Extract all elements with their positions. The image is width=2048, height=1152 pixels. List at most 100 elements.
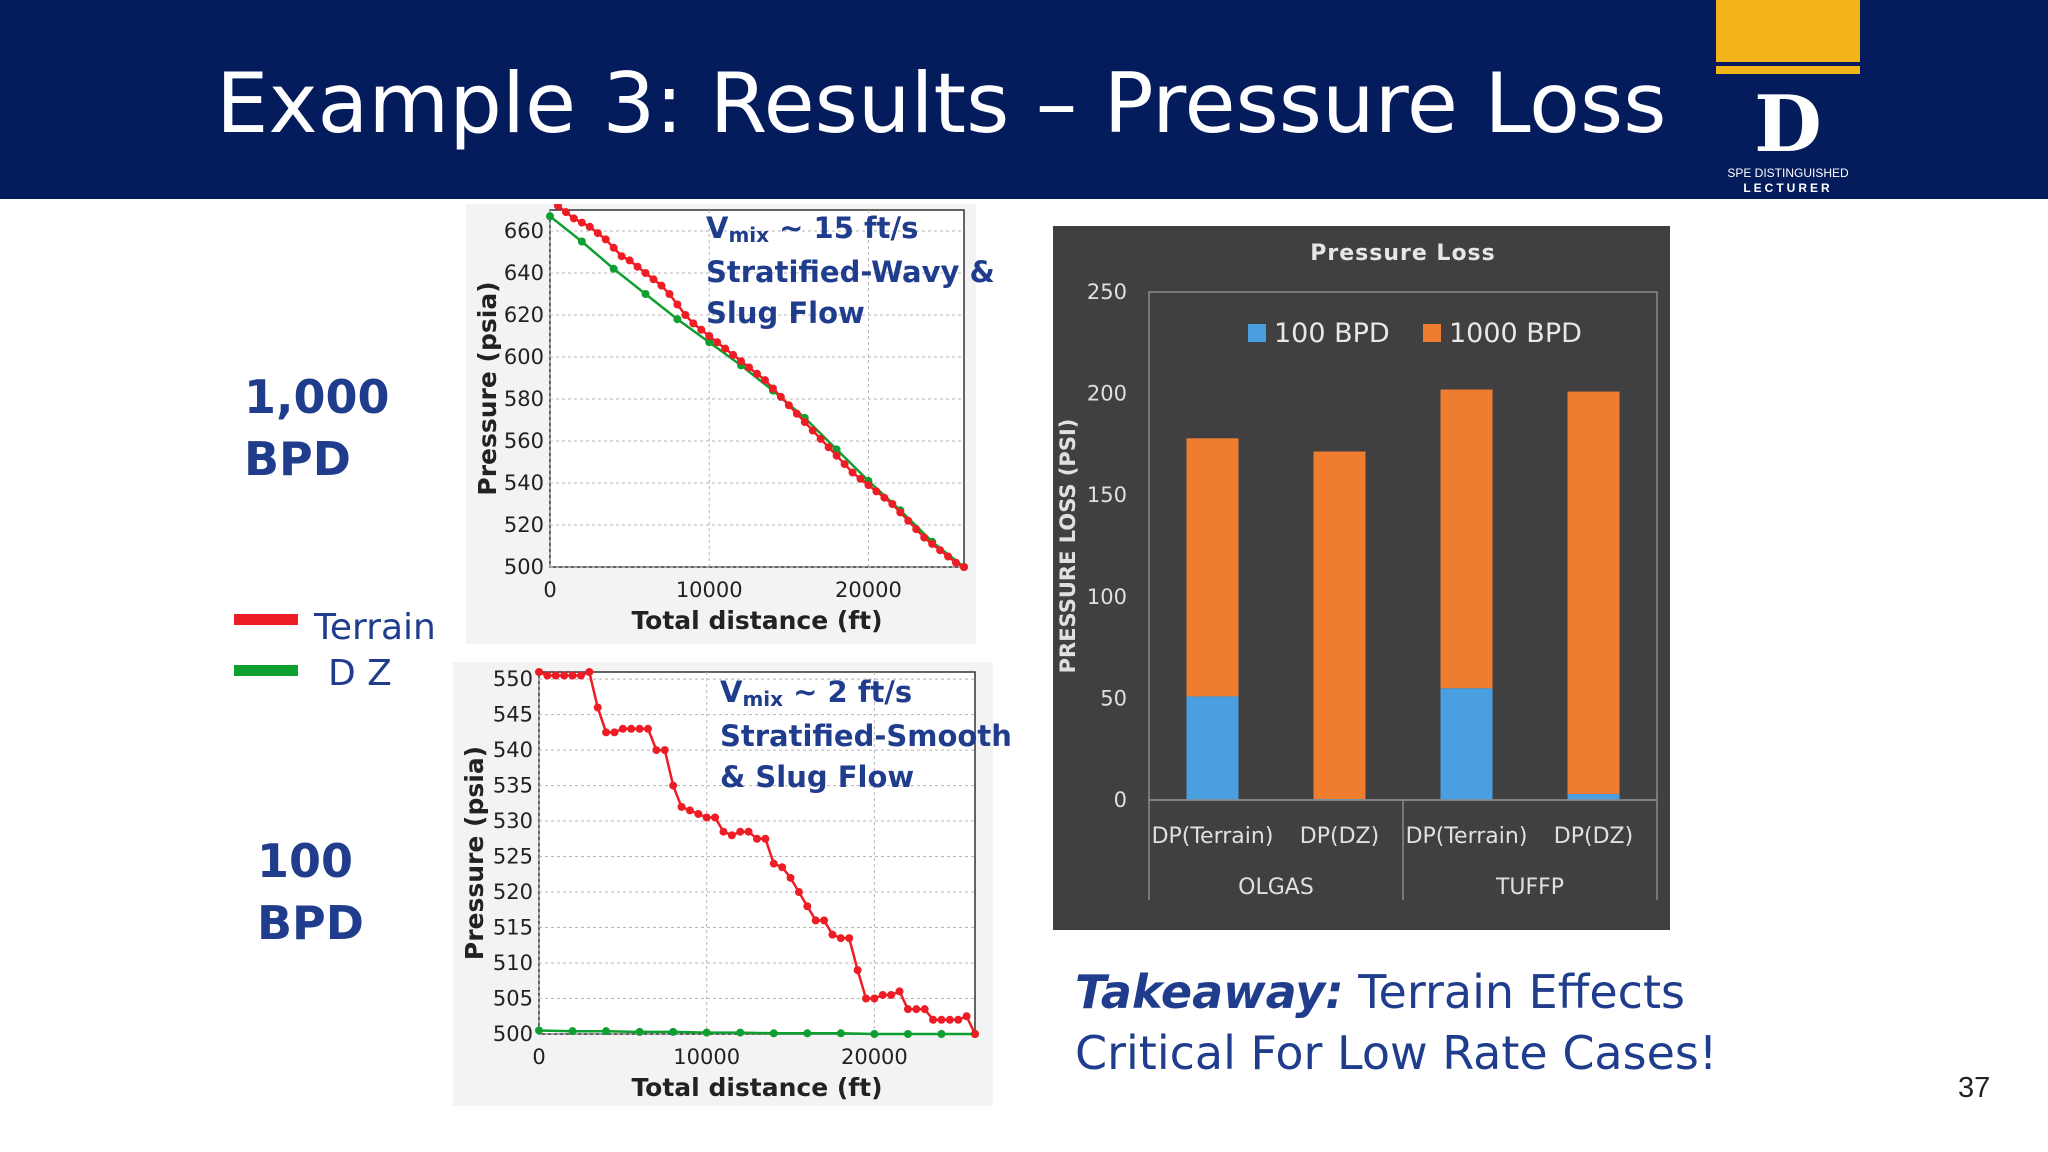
data-point-terrain: [689, 319, 698, 328]
line-chart-1000bpd: 500 520 540 560 580 600 620 640 660 0 10000 20000 To…: [466, 204, 976, 644]
data-point-terrain: [769, 859, 778, 868]
data-point-dz: [736, 1028, 745, 1037]
data-point-dz: [609, 264, 618, 273]
data-point-terrain: [602, 728, 611, 737]
data-point-terrain: [954, 1015, 963, 1024]
data-point-terrain: [895, 987, 904, 996]
y-tick-label: 640: [504, 261, 544, 285]
data-point-dz: [803, 1029, 812, 1038]
data-point-terrain: [928, 539, 937, 548]
y-tick-label: 515: [493, 916, 533, 940]
data-point-terrain: [792, 409, 801, 418]
data-point-terrain: [551, 671, 560, 680]
annotation-velocity: Vmix ~ 15 ft/s: [706, 208, 995, 252]
data-point-dz: [832, 445, 841, 454]
data-point-terrain: [896, 508, 905, 517]
y-tick-label: 560: [504, 429, 544, 453]
legend-label-dz: D Z: [328, 653, 392, 694]
data-point-terrain: [593, 703, 602, 712]
data-point-terrain: [936, 546, 945, 555]
data-point-terrain: [856, 474, 865, 483]
vmix-subscript: mix: [728, 223, 770, 247]
data-point-terrain: [808, 426, 817, 435]
data-point-terrain: [618, 724, 627, 733]
rate-label-high: 1,000 BPD: [244, 366, 390, 490]
takeaway-line1: Takeaway: Terrain Effects: [1075, 962, 1717, 1023]
group-label: OLGAS: [1238, 875, 1314, 900]
data-point-terrain: [561, 208, 570, 217]
rate-low-unit: BPD: [257, 896, 364, 950]
data-point-terrain: [585, 668, 594, 676]
x-tick-label: 20000: [841, 1045, 908, 1069]
data-point-terrain: [845, 934, 854, 943]
y-tick-label: 150: [1087, 483, 1127, 507]
data-point-terrain: [828, 930, 837, 939]
data-point-terrain: [711, 813, 720, 822]
legend-label: 100 BPD: [1274, 318, 1390, 349]
bar-segment: [1186, 438, 1239, 697]
data-point-dz: [602, 1027, 611, 1036]
y-tick-label: 520: [504, 513, 544, 537]
logo-accent-bar: [1716, 0, 1860, 62]
data-point-terrain: [609, 243, 618, 252]
data-point-terrain: [870, 994, 879, 1003]
data-point-terrain: [625, 256, 634, 265]
data-point-terrain: [705, 332, 714, 340]
annotation-regime-line3: & Slug Flow: [720, 760, 915, 794]
data-point-terrain: [778, 863, 787, 872]
data-point-terrain: [727, 831, 736, 840]
data-point-terrain: [576, 671, 585, 680]
data-point-terrain: [665, 290, 674, 298]
data-point-terrain: [610, 728, 619, 737]
data-point-terrain: [697, 325, 706, 334]
bar-segment: [1186, 696, 1239, 800]
annotation-velocity: Vmix ~ 2 ft/s: [720, 672, 1012, 716]
bar-segment: [1440, 688, 1493, 800]
data-point-terrain: [737, 357, 746, 366]
line-chart-100bpd: 500 505 510 515 520 525 530 535 540 545 550 0 10000 2…: [453, 662, 993, 1106]
bar-segment: [1313, 451, 1366, 799]
data-point-terrain: [569, 214, 578, 223]
logo-text-line2: LECTURER: [1743, 181, 1833, 195]
legend-label: 1000 BPD: [1449, 318, 1582, 349]
takeaway-text: Takeaway: Terrain Effects Critical For L…: [1075, 962, 1717, 1084]
x-axis-label: Total distance (ft): [631, 606, 882, 635]
x-tick-label: 10000: [673, 1045, 740, 1069]
data-point-terrain: [824, 443, 833, 452]
data-point-terrain: [685, 806, 694, 815]
data-point-terrain: [736, 827, 745, 836]
y-tick-label: 545: [493, 703, 533, 727]
data-point-dz: [870, 1030, 879, 1038]
y-tick-label: 600: [504, 345, 544, 369]
data-point-terrain: [713, 338, 722, 347]
vmix-value: ~ 2 ft/s: [783, 675, 913, 709]
data-point-terrain: [635, 724, 644, 733]
data-point-terrain: [702, 813, 711, 822]
bar-segment: [1440, 389, 1493, 689]
data-point-terrain: [904, 516, 913, 525]
y-tick-label: 250: [1087, 280, 1127, 304]
stacked-bar-chart: Pressure Loss 0 50 100 150 200 250 PRESSURE LOS…: [1053, 226, 1670, 930]
takeaway-lead: Takeaway:: [1075, 965, 1344, 1019]
x-tick-label: 20000: [835, 578, 902, 602]
data-point-terrain: [878, 990, 887, 999]
data-point-terrain: [803, 902, 812, 911]
y-tick-label: 540: [493, 738, 533, 762]
data-point-dz: [568, 1027, 577, 1036]
data-point-dz: [937, 1030, 946, 1038]
vmix-value: ~ 15 ft/s: [769, 211, 919, 245]
annotation-1000bpd: Vmix ~ 15 ft/s Stratified-Wavy & Slug Fl…: [706, 208, 995, 334]
legend-swatch: [1423, 324, 1441, 342]
data-point-terrain: [617, 252, 626, 261]
takeaway-line2: Critical For Low Rate Cases!: [1075, 1026, 1718, 1080]
data-point-dz: [702, 1028, 711, 1037]
data-point-terrain: [836, 934, 845, 943]
data-point-terrain: [753, 834, 761, 843]
data-point-terrain: [760, 376, 769, 385]
y-tick-label: 0: [1114, 788, 1127, 812]
data-point-terrain: [649, 275, 658, 284]
y-tick-label: 535: [493, 774, 533, 798]
data-point-terrain: [794, 888, 803, 897]
x-axis-label: Total distance (ft): [631, 1073, 882, 1102]
data-point-dz: [577, 237, 586, 246]
